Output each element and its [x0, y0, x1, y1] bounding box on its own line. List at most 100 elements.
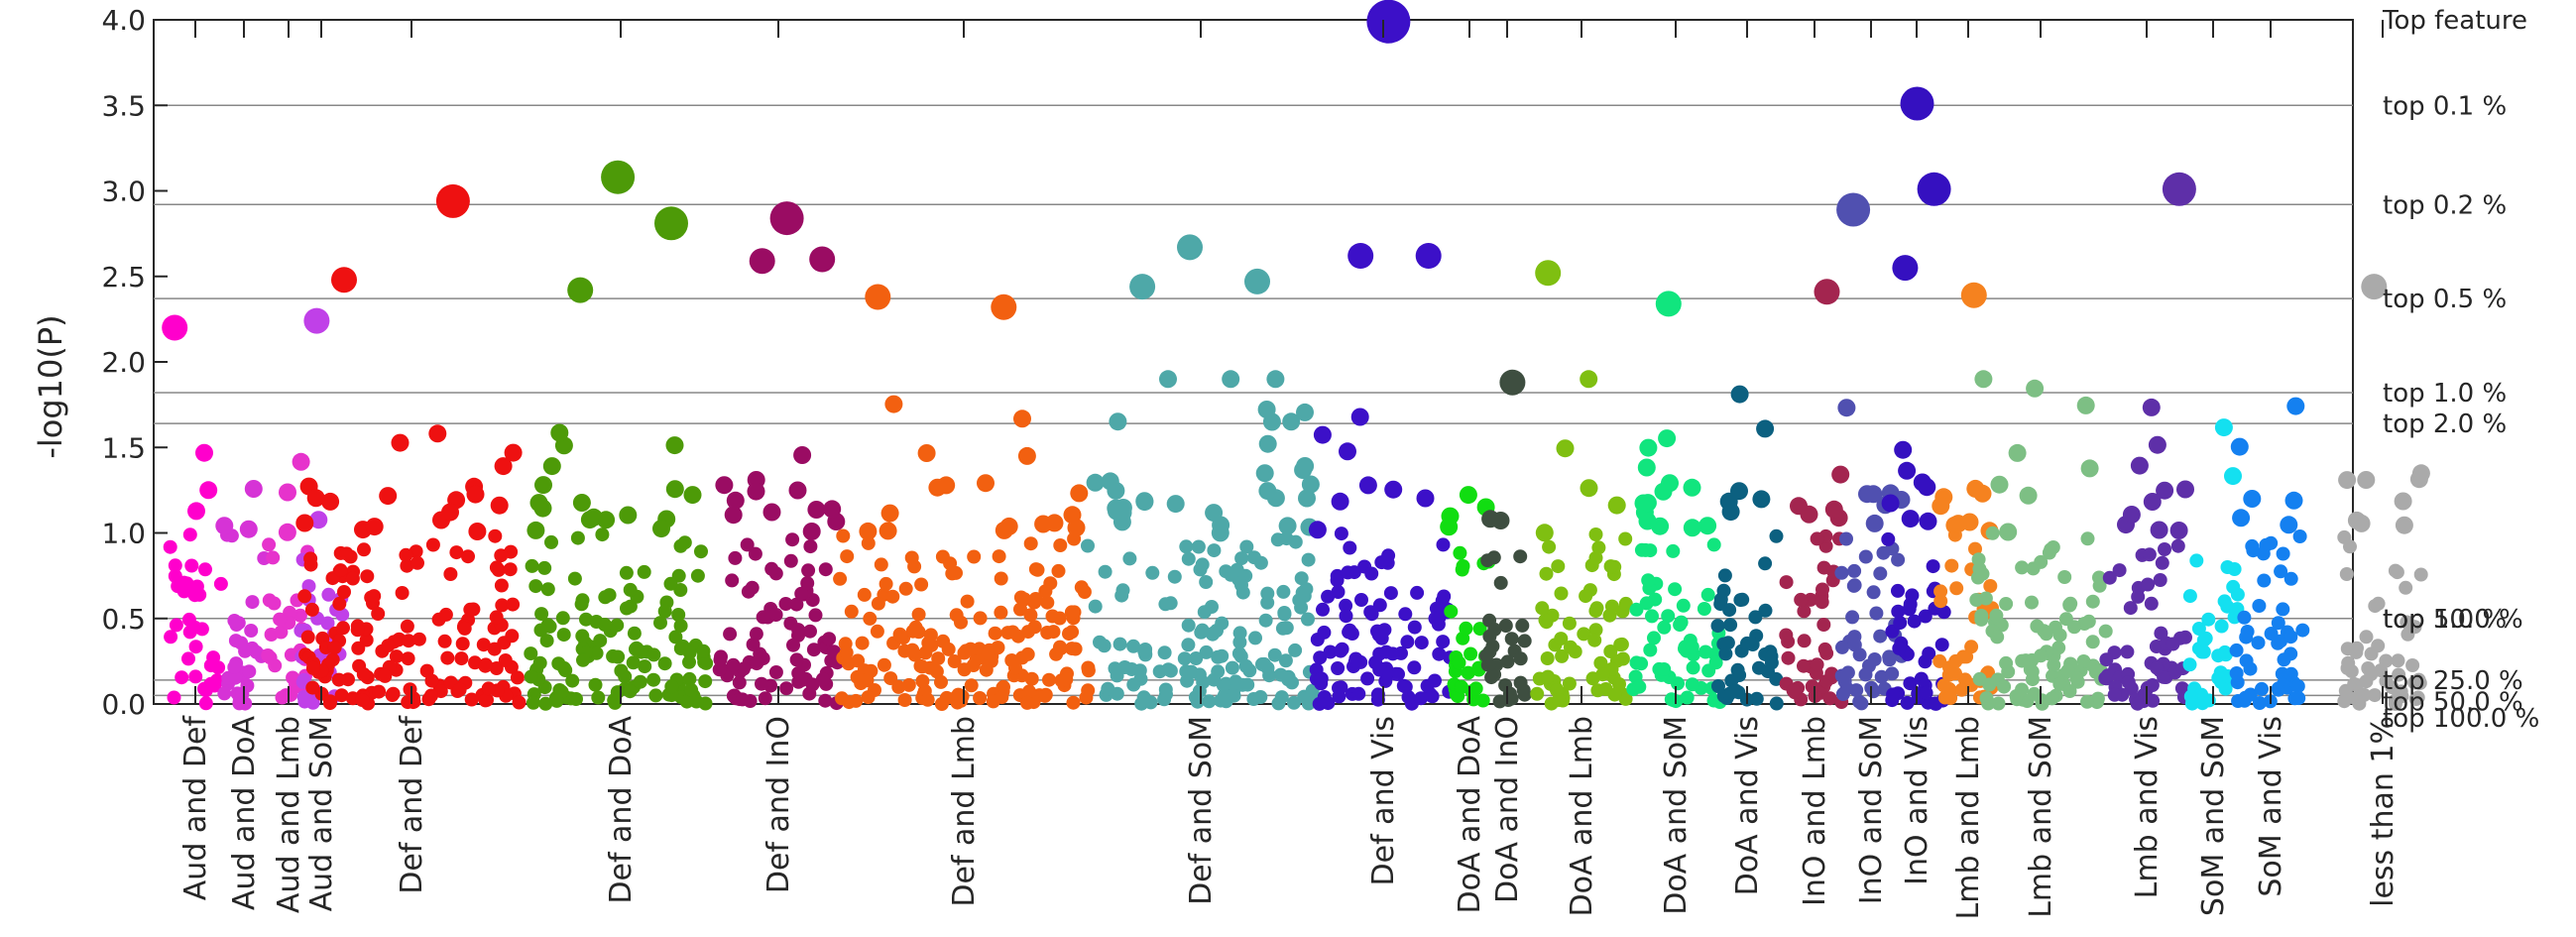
data-point — [2400, 615, 2414, 630]
data-point — [2158, 542, 2171, 556]
data-point — [372, 684, 387, 699]
data-points — [162, 0, 2430, 711]
data-point — [494, 578, 509, 593]
data-point — [2131, 589, 2146, 604]
data-point — [2067, 620, 2081, 635]
data-point — [995, 690, 1009, 704]
data-point — [367, 589, 382, 604]
data-point — [1360, 671, 1375, 686]
data-point — [2257, 573, 2272, 588]
data-point — [1239, 539, 1254, 554]
data-point — [570, 530, 585, 545]
highlight-point — [1499, 369, 1526, 396]
data-point — [1758, 603, 1773, 618]
data-point — [292, 452, 310, 471]
data-point — [2030, 619, 2045, 634]
data-point — [2224, 467, 2242, 486]
data-point — [1199, 644, 1214, 659]
data-point — [1815, 595, 1829, 610]
data-point — [539, 634, 554, 648]
data-point — [1918, 609, 1932, 624]
data-point — [345, 571, 360, 586]
data-point — [789, 652, 804, 667]
data-point — [1730, 662, 1745, 677]
data-point — [860, 673, 875, 688]
data-point — [1194, 625, 1209, 640]
data-point — [1045, 514, 1064, 532]
data-point — [1683, 519, 1701, 537]
data-point — [758, 691, 772, 706]
data-point — [1030, 562, 1045, 577]
data-point — [1797, 634, 1812, 648]
data-point — [538, 696, 553, 711]
data-point — [673, 538, 688, 553]
data-point — [391, 433, 410, 452]
data-point — [1535, 524, 1554, 542]
data-point — [1901, 510, 1920, 528]
data-point — [1607, 687, 1622, 702]
data-point — [1274, 690, 1289, 705]
data-point — [2391, 653, 2405, 668]
data-point — [735, 692, 750, 707]
data-point — [569, 692, 583, 706]
data-point — [1258, 482, 1277, 501]
data-point — [1680, 690, 1695, 705]
data-point — [167, 690, 181, 705]
category-label: Def and Vis — [1366, 716, 1401, 885]
data-point — [305, 695, 320, 710]
data-point — [1157, 645, 1172, 660]
data-point — [2271, 616, 2285, 631]
data-point — [725, 573, 740, 588]
data-point — [2413, 567, 2428, 582]
data-point — [2089, 695, 2104, 710]
data-point — [550, 423, 569, 442]
data-point — [914, 577, 929, 592]
data-point — [638, 659, 652, 674]
plot-area — [153, 19, 2354, 705]
data-point — [1723, 618, 1738, 633]
data-point — [1370, 687, 1385, 702]
data-point — [525, 558, 539, 573]
data-point — [2182, 589, 2197, 604]
data-point — [1891, 583, 1905, 598]
data-point — [2025, 595, 2039, 610]
data-point — [1542, 539, 1557, 554]
data-point — [2120, 644, 2135, 659]
data-point — [199, 481, 218, 500]
data-point — [244, 480, 263, 498]
data-point — [2392, 667, 2406, 682]
data-point — [1858, 549, 1873, 564]
data-point — [637, 564, 651, 579]
data-point — [1258, 613, 1273, 628]
data-point — [1260, 595, 1275, 610]
data-point — [1126, 677, 1141, 692]
data-point — [663, 576, 678, 591]
data-point — [1900, 695, 1915, 710]
y-tick-label: 1.5 — [101, 431, 146, 464]
data-point — [2015, 682, 2029, 697]
data-point — [1936, 678, 1951, 693]
data-point — [1948, 666, 1962, 681]
data-point — [1287, 695, 1301, 710]
data-point — [2385, 680, 2400, 695]
data-point — [1779, 628, 1794, 643]
data-point — [203, 676, 218, 691]
data-point — [1294, 600, 1309, 615]
data-point — [1892, 641, 1907, 655]
data-point — [1235, 677, 1250, 692]
data-point — [443, 567, 458, 581]
data-point — [182, 625, 197, 640]
data-point — [331, 672, 346, 687]
data-point — [913, 658, 928, 673]
data-point — [549, 693, 564, 708]
data-point — [2063, 596, 2078, 611]
data-point — [2341, 655, 2356, 670]
data-point — [1437, 589, 1452, 604]
highlight-point — [1347, 243, 1374, 269]
data-point — [2153, 573, 2167, 587]
data-point — [524, 646, 538, 661]
category-label: Def and InO — [761, 716, 796, 893]
data-point — [1593, 655, 1608, 670]
data-point — [1580, 479, 1598, 498]
data-point — [664, 679, 679, 694]
